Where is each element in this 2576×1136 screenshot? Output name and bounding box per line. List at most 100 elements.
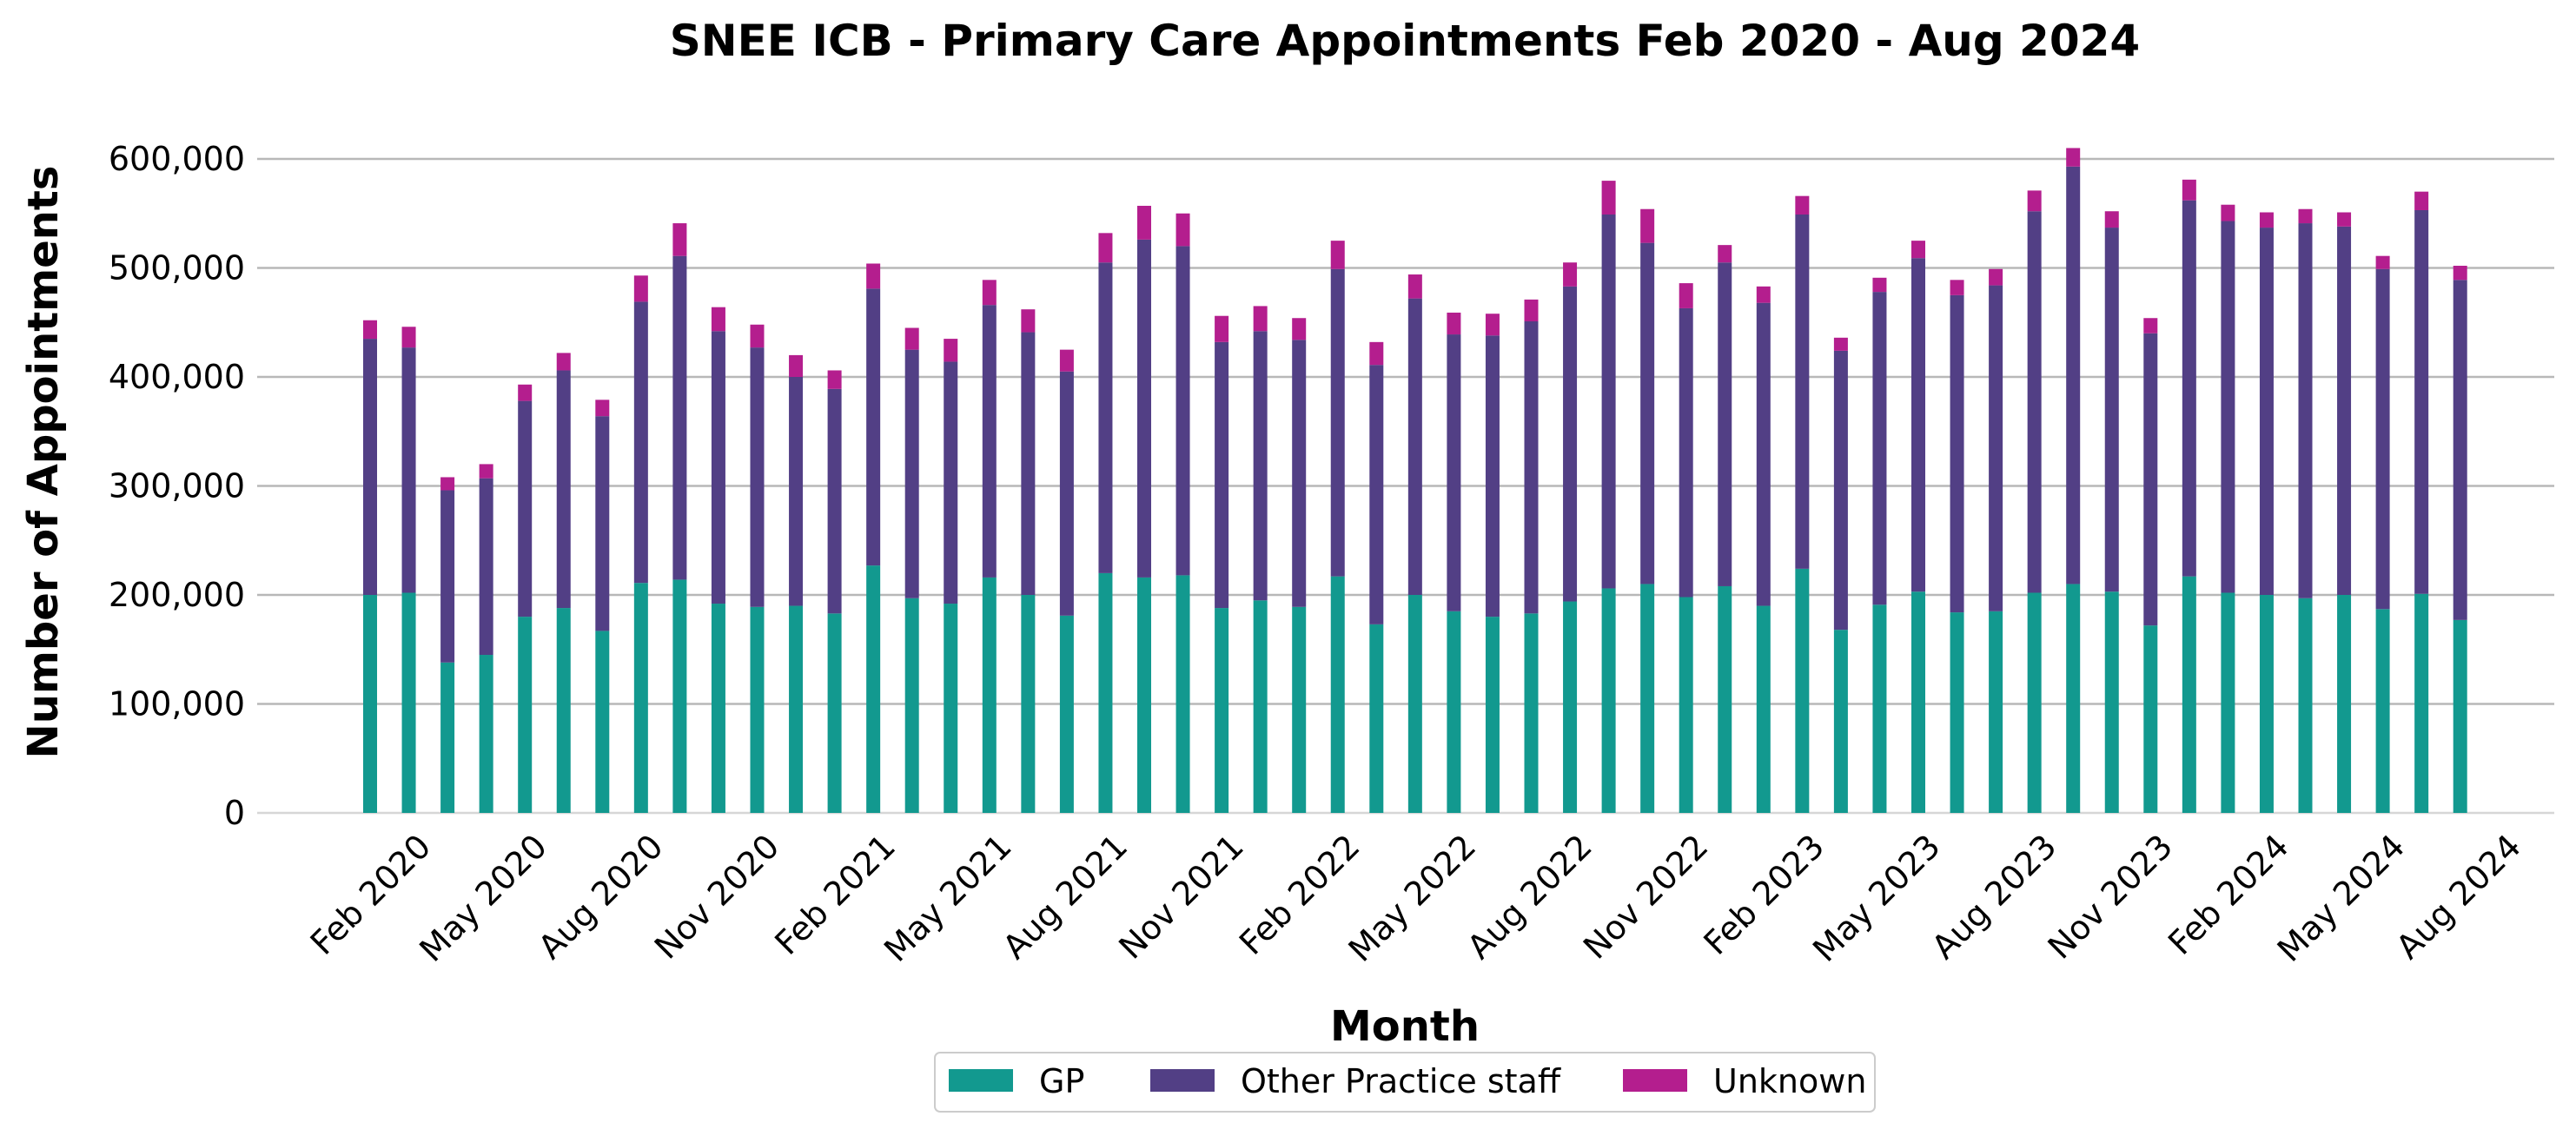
bar-unknown-jul-2020 [556, 353, 571, 371]
x-tick-label: Nov 2023 [2041, 827, 2180, 966]
bar-gp-apr-2024 [2298, 598, 2313, 813]
bar-unknown-oct-2022 [1601, 181, 1616, 215]
x-tick-label: Aug 2021 [996, 827, 1136, 967]
x-tick-label: Nov 2021 [1111, 827, 1250, 966]
bar-unknown-jan-2021 [789, 354, 804, 377]
bar-other-practice-staff-oct-2020 [672, 255, 687, 580]
bar-unknown-may-2022 [1407, 274, 1422, 299]
x-tick-label: May 2023 [1805, 827, 1948, 969]
bar-gp-feb-2022 [1292, 606, 1307, 813]
bar-other-practice-staff-jan-2021 [789, 377, 804, 606]
bar-gp-jan-2021 [789, 605, 804, 813]
bar-unknown-jun-2023 [1911, 241, 1925, 259]
bar-gp-aug-2024 [2453, 619, 2467, 813]
bar-unknown-feb-2023 [1756, 286, 1771, 303]
bar-gp-dec-2020 [750, 606, 765, 813]
bar-other-practice-staff-may-2024 [2337, 226, 2352, 595]
y-tick-label: 200,000 [109, 576, 245, 614]
bar-gp-apr-2020 [440, 662, 455, 813]
bar-other-practice-staff-dec-2022 [1679, 307, 1693, 598]
bar-other-practice-staff-jan-2024 [2182, 200, 2196, 577]
bar-other-practice-staff-mar-2022 [1330, 268, 1345, 577]
bar-other-practice-staff-jul-2024 [2414, 209, 2429, 594]
bar-other-practice-staff-may-2023 [1872, 292, 1887, 605]
bar-gp-sep-2023 [2027, 592, 2042, 813]
bar-gp-mar-2021 [866, 565, 881, 813]
bar-other-practice-staff-jul-2021 [1021, 332, 1036, 595]
bar-other-practice-staff-jun-2021 [982, 305, 997, 578]
bar-unknown-nov-2021 [1175, 213, 1190, 247]
x-tick-label: Aug 2020 [531, 827, 671, 967]
bar-gp-sep-2021 [1098, 572, 1113, 813]
bar-other-practice-staff-sep-2020 [633, 301, 648, 584]
bar-unknown-oct-2020 [672, 223, 687, 256]
bar-gp-jun-2021 [982, 577, 997, 813]
bar-other-practice-staff-mar-2021 [866, 288, 881, 566]
bar-gp-may-2021 [944, 604, 958, 813]
bar-other-practice-staff-feb-2021 [827, 388, 842, 614]
bar-unknown-jun-2021 [982, 280, 997, 306]
legend-label-other-practice-staff: Other Practice staff [1241, 1062, 1561, 1100]
bar-gp-jun-2020 [518, 617, 533, 813]
bar-gp-may-2024 [2337, 595, 2352, 813]
bar-gp-oct-2022 [1601, 588, 1616, 813]
bar-other-practice-staff-nov-2021 [1175, 246, 1190, 576]
bar-unknown-oct-2021 [1137, 205, 1151, 240]
bar-unknown-jul-2024 [2414, 191, 2429, 210]
x-tick-label: Aug 2022 [1460, 827, 1599, 967]
bar-gp-nov-2023 [2104, 591, 2119, 813]
bar-gp-jul-2023 [1950, 612, 1964, 813]
bar-other-practice-staff-oct-2022 [1601, 215, 1616, 589]
bar-gp-apr-2023 [1833, 630, 1848, 813]
legend-label-gp: GP [1039, 1062, 1084, 1100]
bar-other-practice-staff-apr-2020 [440, 490, 455, 663]
bar-unknown-jun-2020 [518, 384, 533, 401]
bar-gp-feb-2023 [1756, 605, 1771, 813]
bar-other-practice-staff-apr-2022 [1369, 365, 1384, 624]
bar-gp-jun-2022 [1447, 611, 1461, 813]
bar-other-practice-staff-feb-2024 [2221, 221, 2235, 593]
bar-unknown-mar-2024 [2259, 212, 2274, 228]
bar-gp-mar-2024 [2259, 595, 2274, 813]
bar-unknown-dec-2022 [1679, 283, 1693, 308]
legend-swatch-unknown [1623, 1069, 1687, 1092]
bar-unknown-feb-2021 [827, 370, 842, 389]
bar-other-practice-staff-apr-2023 [1833, 350, 1848, 631]
bar-unknown-aug-2020 [595, 400, 610, 417]
bar-other-practice-staff-oct-2021 [1137, 239, 1151, 578]
bar-unknown-sep-2021 [1098, 233, 1113, 263]
bar-unknown-apr-2021 [904, 327, 919, 350]
bar-unknown-jan-2022 [1253, 306, 1268, 332]
bar-gp-dec-2021 [1215, 608, 1229, 813]
bar-unknown-sep-2022 [1563, 262, 1578, 287]
x-tick-label: May 2024 [2270, 827, 2413, 969]
bar-unknown-nov-2023 [2104, 211, 2119, 228]
legend-frame [934, 1052, 1876, 1113]
bar-other-practice-staff-apr-2021 [904, 349, 919, 598]
bars [363, 148, 2467, 813]
bar-gp-nov-2021 [1175, 575, 1190, 813]
bar-other-practice-staff-jun-2022 [1447, 334, 1461, 611]
x-tick-label: May 2021 [877, 827, 1019, 969]
bar-other-practice-staff-dec-2021 [1215, 341, 1229, 609]
bar-gp-nov-2022 [1640, 584, 1655, 813]
bar-other-practice-staff-aug-2022 [1524, 321, 1539, 614]
bar-gp-apr-2021 [904, 598, 919, 813]
bar-unknown-feb-2020 [363, 320, 377, 340]
y-axis-title: Number of Appointments [19, 166, 68, 759]
bar-gp-sep-2022 [1563, 601, 1578, 813]
bar-unknown-mar-2020 [401, 327, 416, 348]
bar-unknown-aug-2022 [1524, 299, 1539, 321]
bar-unknown-jan-2024 [2182, 179, 2196, 201]
bar-other-practice-staff-dec-2020 [750, 347, 765, 607]
bar-gp-feb-2024 [2221, 592, 2235, 813]
bar-gp-jan-2022 [1253, 600, 1268, 813]
y-tick-label: 600,000 [109, 140, 245, 178]
bar-other-practice-staff-nov-2023 [2104, 228, 2119, 592]
bar-unknown-apr-2023 [1833, 337, 1848, 351]
bar-unknown-mar-2023 [1795, 195, 1810, 215]
bar-other-practice-staff-feb-2020 [363, 339, 377, 595]
bar-gp-oct-2023 [2066, 584, 2081, 813]
